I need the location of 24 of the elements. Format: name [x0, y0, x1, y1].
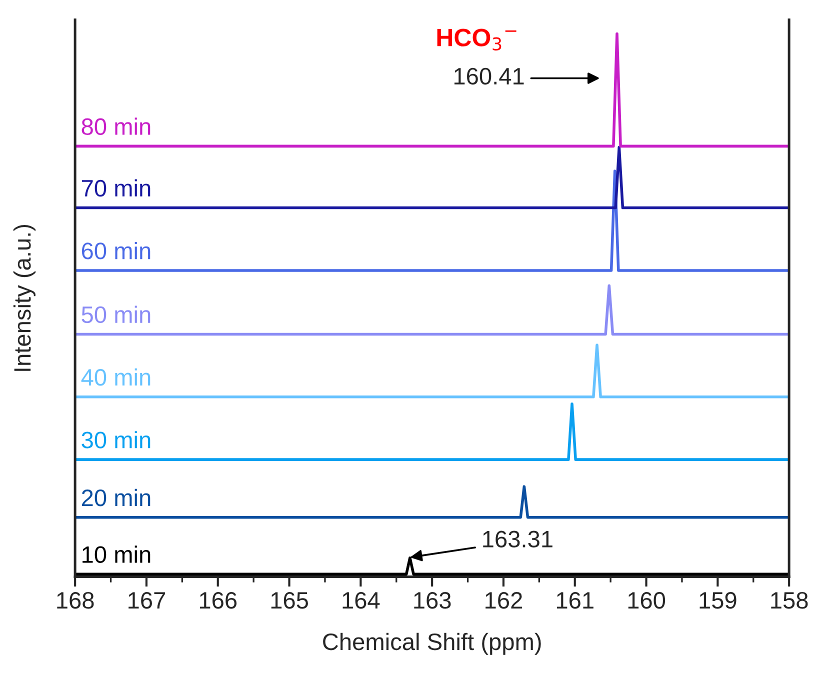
- x-tick-label: 158: [771, 592, 808, 609]
- series-label: 10 min: [82, 546, 150, 563]
- x-axis-title: Chemical Shift (ppm): [323, 632, 541, 655]
- annotation: HCO$_{3}$$^{−}$: [437, 28, 516, 51]
- series-label: 30 min: [82, 431, 150, 448]
- x-tick-label: 160: [628, 592, 666, 609]
- x-tick-label: 159: [700, 592, 736, 609]
- x-tick-label: 161: [556, 592, 594, 609]
- x-tick-label: 167: [128, 592, 165, 609]
- series-label: 80 min: [82, 118, 150, 136]
- series-label: 50 min: [82, 306, 150, 324]
- series-label: 70 min: [82, 179, 150, 197]
- x-tick-label: 164: [342, 592, 380, 609]
- series-label: 40 min: [81, 368, 150, 386]
- series-label: 60 min: [82, 242, 150, 260]
- annotation: 160.41: [454, 68, 524, 85]
- series-label: 20 min: [82, 488, 150, 506]
- annotation: 163.31: [483, 530, 552, 548]
- x-tick-label: 168: [57, 592, 94, 609]
- y-axis-title: Intensity (a.u.): [13, 224, 36, 371]
- x-tick-label: 162: [486, 592, 522, 609]
- x-tick-label: 163: [414, 592, 451, 609]
- x-tick-label: 166: [200, 592, 237, 609]
- x-tick-label: 165: [271, 592, 308, 609]
